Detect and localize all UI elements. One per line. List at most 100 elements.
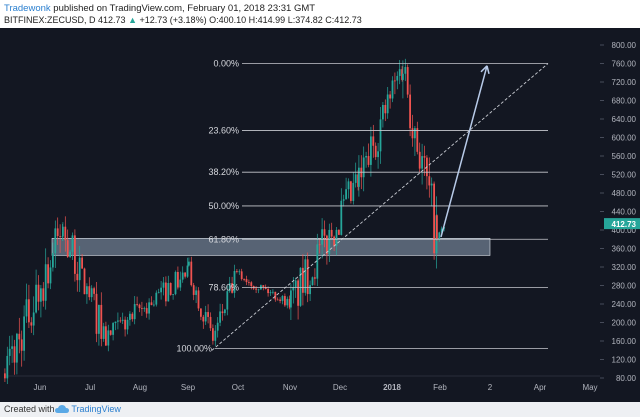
candle-body <box>119 320 122 322</box>
price-tick-label: 800.00 <box>612 41 637 50</box>
candlestick-chart[interactable]: 0.00% 23.60% 38.20% 50.00% 61.80% 78.60% 100.0… <box>0 28 640 402</box>
candle-body <box>340 200 343 235</box>
candle-body <box>62 226 64 237</box>
candle-body <box>430 183 433 186</box>
time-tick-label: Oct <box>232 383 245 392</box>
candle-body <box>418 151 421 169</box>
open-value: O:400.10 <box>209 15 247 25</box>
fib-label: 38.20% <box>208 167 239 177</box>
candle-body <box>195 290 197 295</box>
candle-body <box>304 259 307 293</box>
candle-body <box>262 285 265 288</box>
publish-credit: Tradewonk published on TradingView.com, … <box>4 3 315 14</box>
brand-label: TradingView <box>71 404 121 414</box>
candle-body <box>37 284 40 302</box>
price-tick-label: 720.00 <box>612 78 637 87</box>
candle-body <box>184 272 186 277</box>
candle-body <box>76 273 79 281</box>
candle-body <box>179 279 182 288</box>
candle-body <box>428 176 431 186</box>
candle-body <box>414 128 416 139</box>
price-tick-label: 240.00 <box>612 300 637 309</box>
candle-body <box>209 316 212 329</box>
time-tick-label: 2 <box>488 383 493 392</box>
candle-body <box>284 296 286 306</box>
candle-body <box>250 282 253 286</box>
candle-body <box>204 312 207 322</box>
fib-label: 61.80% <box>208 234 239 244</box>
fib-label: 78.60% <box>208 282 239 292</box>
tradingview-logo[interactable]: TradingView <box>55 404 121 414</box>
candle-body <box>274 291 277 300</box>
candle-body <box>404 67 407 74</box>
candle-body <box>391 80 394 99</box>
candle-body <box>288 298 291 308</box>
candle-body <box>279 299 281 301</box>
candle-body <box>338 229 340 235</box>
price-tick-label: 120.00 <box>612 356 637 365</box>
candle-body <box>342 199 345 201</box>
candle-body <box>306 259 309 295</box>
time-tick-label: Jul <box>85 383 95 392</box>
candle-body <box>160 287 162 293</box>
candle-body <box>326 235 328 255</box>
price-tick-label: 440.00 <box>612 208 637 217</box>
price-tick-label: 320.00 <box>612 263 637 272</box>
candle-body <box>318 244 321 246</box>
candle-body <box>350 181 352 201</box>
candle-body <box>281 296 284 301</box>
candle-body <box>126 319 129 330</box>
candle-body <box>129 313 131 320</box>
candle-body <box>290 290 292 308</box>
candle-body <box>6 355 9 379</box>
candle-body <box>197 290 200 309</box>
candle-body <box>202 316 205 322</box>
candle-body <box>328 229 331 255</box>
last-price-tag <box>604 218 640 230</box>
candle-body <box>384 104 387 114</box>
candle-body <box>52 253 54 268</box>
candle-body <box>133 304 136 320</box>
candle-body <box>162 282 165 288</box>
candle-body <box>311 277 314 286</box>
candle-body <box>86 286 88 295</box>
candle-body <box>374 145 377 158</box>
candle-body <box>18 333 21 340</box>
candle-body <box>402 73 404 80</box>
candle-body <box>177 271 179 288</box>
candle-body <box>11 346 13 349</box>
fib-label: 100.00% <box>176 343 212 353</box>
time-tick-label: Jun <box>34 383 47 392</box>
candles-group <box>4 58 445 385</box>
candle-body <box>362 157 365 178</box>
candle-body <box>105 326 107 346</box>
time-tick-label: Dec <box>333 383 347 392</box>
candle-body <box>212 328 214 341</box>
candle-body <box>121 319 124 321</box>
price-tick-label: 640.00 <box>612 115 637 124</box>
price-axis-panel <box>600 28 640 402</box>
price-tick-label: 80.00 <box>616 374 637 383</box>
time-tick-label: Nov <box>283 383 297 392</box>
author-link[interactable]: Tradewonk <box>4 3 51 14</box>
candle-body <box>207 312 209 317</box>
candle-body <box>409 94 411 129</box>
candle-body <box>358 167 360 187</box>
candle-body <box>330 229 333 237</box>
candle-body <box>165 282 167 302</box>
candle-body <box>276 299 279 301</box>
chart-canvas[interactable]: 0.00% 23.60% 38.20% 50.00% 61.80% 78.60% 100.0… <box>0 28 640 402</box>
candle-body <box>107 330 110 346</box>
candle-body <box>367 156 370 165</box>
candle-body <box>186 265 189 277</box>
candle-body <box>4 373 6 379</box>
change-value: +12.73 (+3.18%) <box>139 15 207 25</box>
candle-body <box>145 308 148 314</box>
candle-body <box>406 67 409 95</box>
footer: Created with TradingView <box>0 402 640 417</box>
candle-body <box>370 136 372 165</box>
candle-body <box>138 304 141 309</box>
candle-body <box>240 271 243 280</box>
candle-body <box>56 228 59 237</box>
time-tick-label: May <box>582 383 597 392</box>
